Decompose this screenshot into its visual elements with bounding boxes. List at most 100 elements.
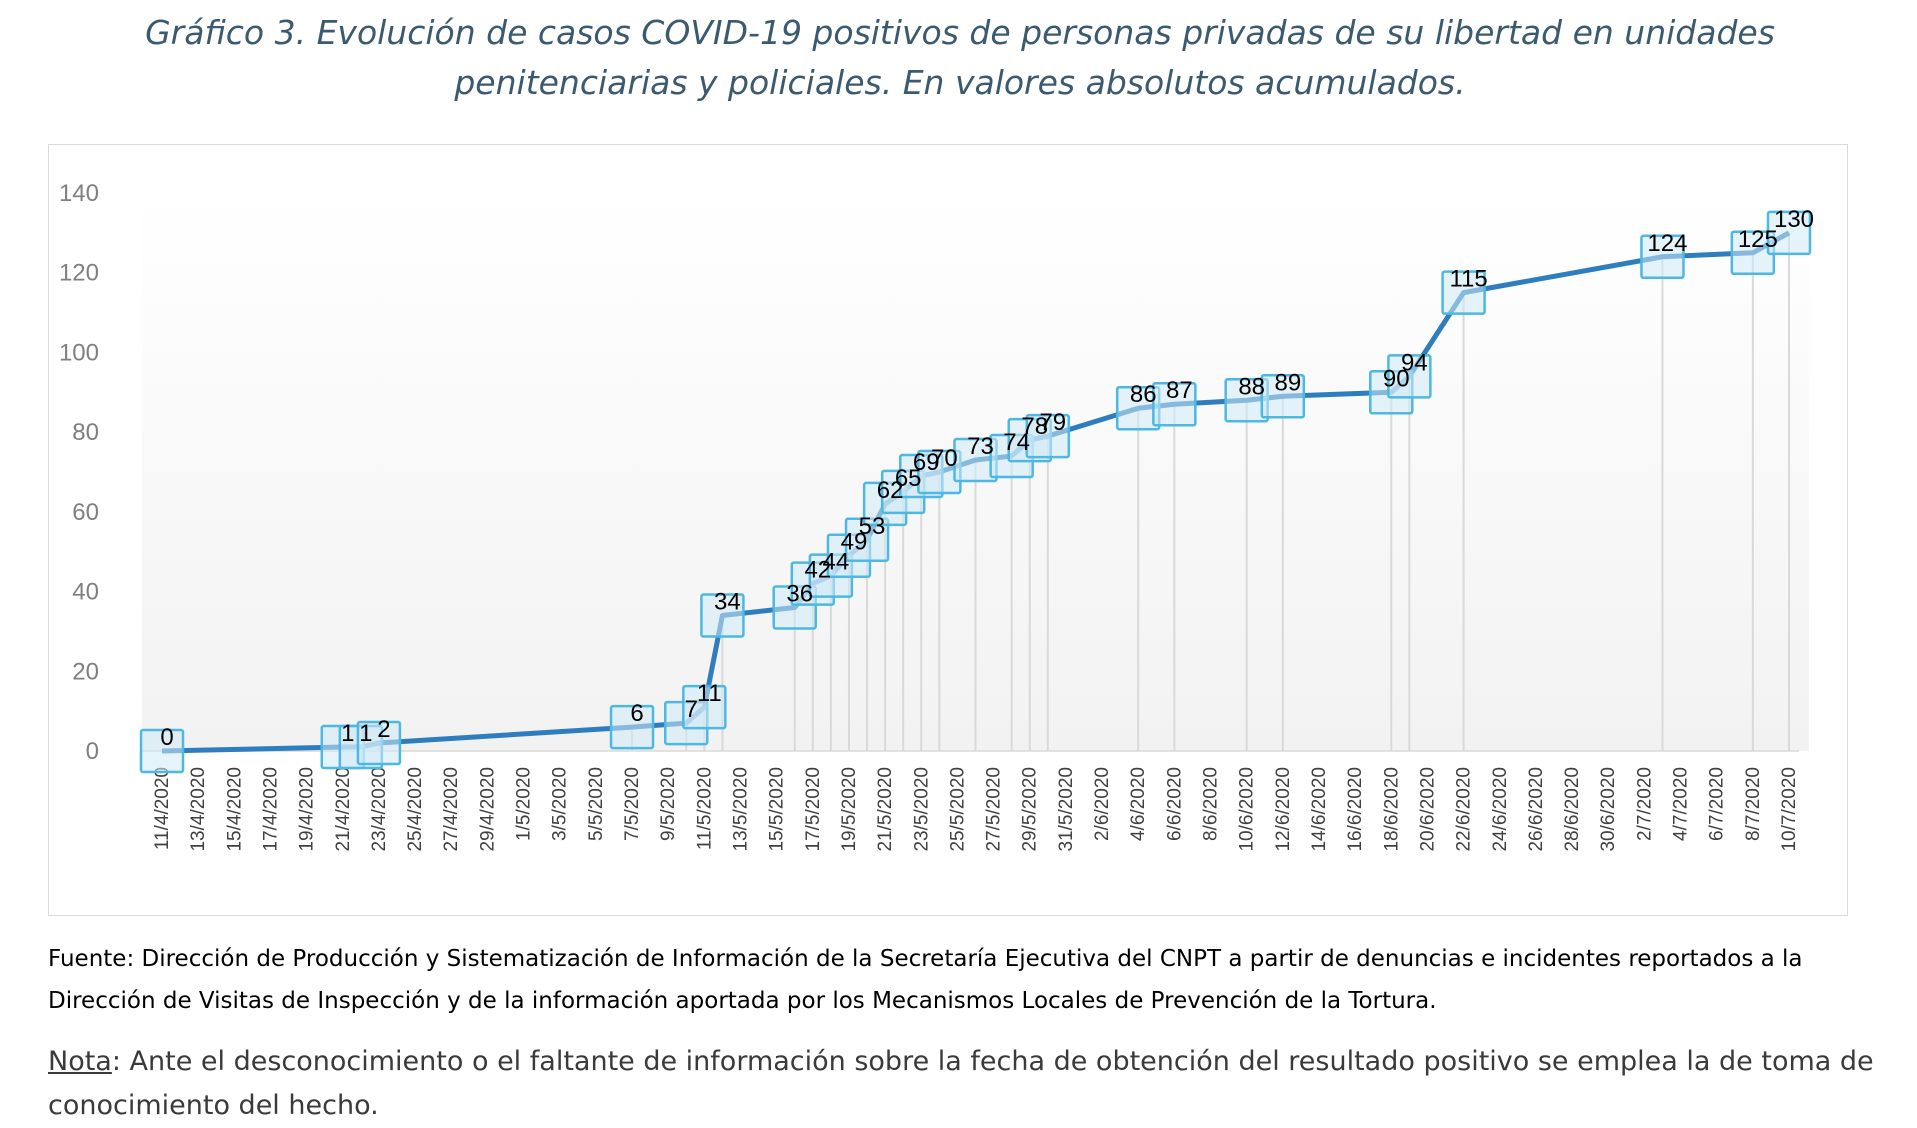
x-tick-label: 11/4/2020	[152, 767, 173, 850]
data-point	[1640, 234, 1685, 280]
data-point	[1387, 354, 1432, 399]
x-tick-label: 6/7/2020	[1707, 767, 1728, 841]
data-point	[1152, 381, 1197, 427]
x-tick-label: 14/6/2020	[1309, 767, 1330, 852]
x-tick-label: 19/5/2020	[839, 767, 860, 852]
x-tick-label: 15/4/2020	[224, 767, 245, 852]
x-tick-label: 16/6/2020	[1345, 767, 1366, 852]
x-tick-label: 12/6/2020	[1273, 767, 1294, 852]
data-point	[1441, 270, 1486, 315]
x-tick-label: 8/7/2020	[1743, 767, 1764, 841]
x-tick-label: 13/5/2020	[730, 767, 751, 852]
data-label: 6	[630, 700, 643, 727]
x-tick-label: 15/5/2020	[767, 767, 788, 852]
data-label: 89	[1274, 369, 1301, 396]
x-tick-label: 24/6/2020	[1490, 767, 1511, 852]
note-label: Nota	[48, 1046, 112, 1077]
x-tick-label: 21/4/2020	[333, 767, 354, 852]
x-tick-label: 2/6/2020	[1092, 767, 1113, 841]
x-tick-label: 7/5/2020	[622, 767, 643, 841]
data-label: 36	[786, 581, 813, 608]
data-label: 74	[1003, 429, 1030, 456]
y-tick-label: 80	[72, 419, 99, 446]
x-tick-label: 23/5/2020	[911, 767, 932, 852]
chart-area: 0 20 40 60 80 100 120 140 11/4/2020 13/4/2020 15/4…	[48, 144, 1848, 916]
y-tick-label: 40	[72, 579, 99, 606]
y-tick-label: 20	[72, 658, 99, 685]
x-tick-label: 1/5/2020	[514, 767, 535, 841]
data-point	[682, 684, 727, 730]
data-label: 65	[895, 465, 922, 492]
y-tick-label: 60	[72, 499, 99, 526]
x-tick-label: 30/6/2020	[1598, 767, 1619, 852]
x-tick-label: 21/5/2020	[875, 767, 896, 852]
data-label: 78	[1021, 413, 1048, 440]
x-tick-label: 23/4/2020	[369, 767, 390, 852]
x-tick-label: 9/5/2020	[658, 767, 679, 841]
data-label: 130	[1774, 206, 1814, 233]
line-chart: 0 20 40 60 80 100 120 140 11/4/2020 13/4/2020 15/4…	[59, 180, 1814, 852]
x-tick-label: 27/5/2020	[984, 767, 1005, 852]
data-label: 44	[823, 549, 850, 576]
data-label: 69	[913, 449, 940, 476]
data-label: 42	[804, 557, 831, 584]
x-tick-label: 25/4/2020	[405, 767, 426, 852]
x-tick-label: 6/6/2020	[1164, 767, 1185, 841]
y-tick-label: 0	[86, 738, 99, 765]
x-tick-label: 17/4/2020	[260, 767, 281, 852]
y-tick-label: 100	[59, 339, 99, 366]
data-label: 115	[1449, 266, 1487, 293]
x-tick-label: 31/5/2020	[1056, 767, 1077, 852]
y-tick-label: 120	[59, 260, 99, 287]
x-tick-label: 28/6/2020	[1562, 767, 1583, 852]
x-tick-label: 20/6/2020	[1417, 767, 1438, 852]
data-label: 90	[1383, 365, 1410, 392]
footnote: Nota: Ante el desconocimiento o el falta…	[48, 1040, 1878, 1128]
data-point	[700, 593, 745, 638]
x-tick-label: 4/7/2020	[1671, 767, 1692, 841]
data-label: 53	[859, 513, 886, 540]
data-label: 87	[1166, 377, 1193, 404]
x-tick-label: 26/6/2020	[1526, 767, 1547, 852]
x-tick-label: 3/5/2020	[550, 767, 571, 841]
data-label: 1	[341, 720, 354, 747]
x-tick-label: 5/5/2020	[586, 767, 607, 841]
x-tick-label: 11/5/2020	[694, 767, 715, 850]
data-label: 49	[841, 529, 868, 556]
data-label: 11	[697, 680, 722, 707]
data-label: 70	[931, 445, 958, 472]
data-label: 7	[685, 696, 698, 723]
data-label: 79	[1039, 409, 1066, 436]
x-tick-label: 8/6/2020	[1201, 767, 1222, 841]
data-label: 62	[877, 477, 904, 504]
data-label: 124	[1647, 230, 1687, 257]
x-tick-label: 17/5/2020	[803, 767, 824, 852]
data-point	[609, 704, 655, 750]
data-label: 125	[1738, 226, 1778, 253]
y-tick-label: 140	[59, 180, 99, 207]
x-tick-label: 2/7/2020	[1634, 767, 1655, 841]
x-tick-label: 22/6/2020	[1454, 767, 1475, 852]
data-label: 2	[377, 716, 390, 743]
data-point	[356, 720, 402, 766]
data-point	[1766, 210, 1812, 256]
data-point	[1260, 374, 1306, 419]
data-label: 1	[359, 720, 372, 747]
data-label: 88	[1238, 373, 1265, 400]
data-label: 86	[1130, 381, 1157, 408]
data-label: 94	[1401, 349, 1428, 376]
x-tick-label: 10/6/2020	[1237, 767, 1258, 852]
data-label: 34	[714, 588, 741, 615]
data-label: 73	[967, 433, 994, 460]
chart-title: Gráfico 3. Evolución de casos COVID-19 p…	[145, 13, 1775, 102]
x-tick-label: 10/7/2020	[1779, 767, 1800, 852]
data-point	[139, 728, 185, 774]
source-note: Fuente: Dirección de Producción y Sistem…	[48, 946, 1803, 1014]
x-tick-label: 29/4/2020	[477, 767, 498, 852]
x-tick-label: 25/5/2020	[947, 767, 968, 852]
data-point	[1025, 413, 1071, 459]
x-tick-label: 27/4/2020	[441, 767, 462, 852]
x-tick-label: 29/5/2020	[1020, 767, 1041, 852]
x-tick-label: 13/4/2020	[188, 767, 209, 852]
x-tick-label: 19/4/2020	[297, 767, 318, 852]
